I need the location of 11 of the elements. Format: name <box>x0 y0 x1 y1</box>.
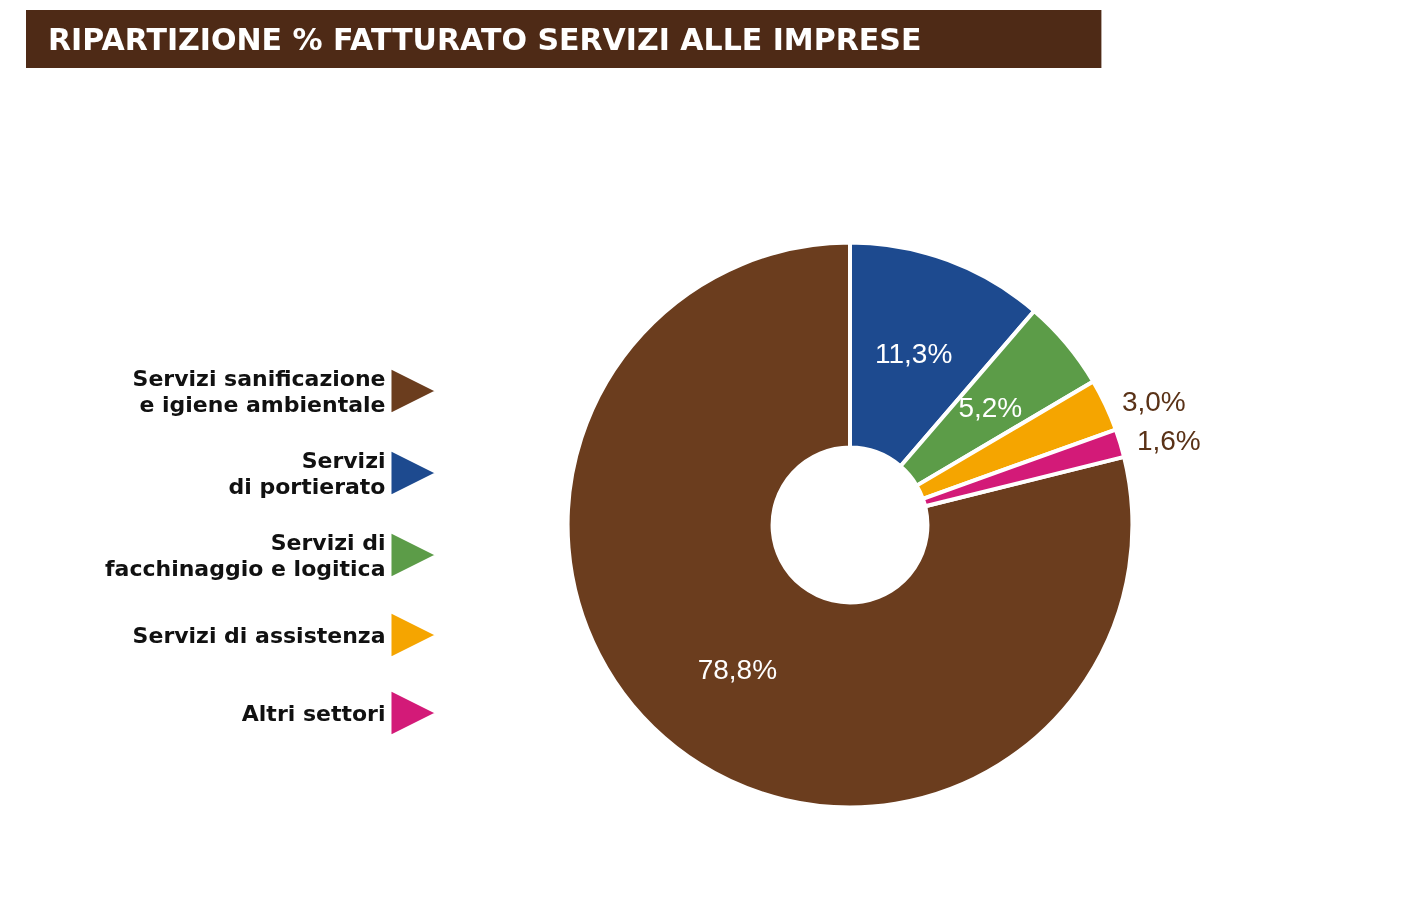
legend-label: Servizi di assistenza <box>132 622 386 648</box>
data-label: 1,6% <box>1136 425 1201 457</box>
data-label: 5,2% <box>958 392 1023 424</box>
legend-label: Servizi sanificazione e igiene ambientale <box>132 365 386 417</box>
data-label: 11,3% <box>874 338 953 370</box>
legend-label: Altri settori <box>241 700 386 726</box>
legend-label: Servizi di facchinaggio e logitica <box>104 529 386 581</box>
data-label: 78,8% <box>697 653 778 685</box>
legend-label: Servizi di portierato <box>228 447 386 499</box>
data-label: 3,0% <box>1121 386 1186 418</box>
chart-title: RIPARTIZIONE % FATTURATO SERVIZI ALLE IMPRESE <box>48 21 922 57</box>
